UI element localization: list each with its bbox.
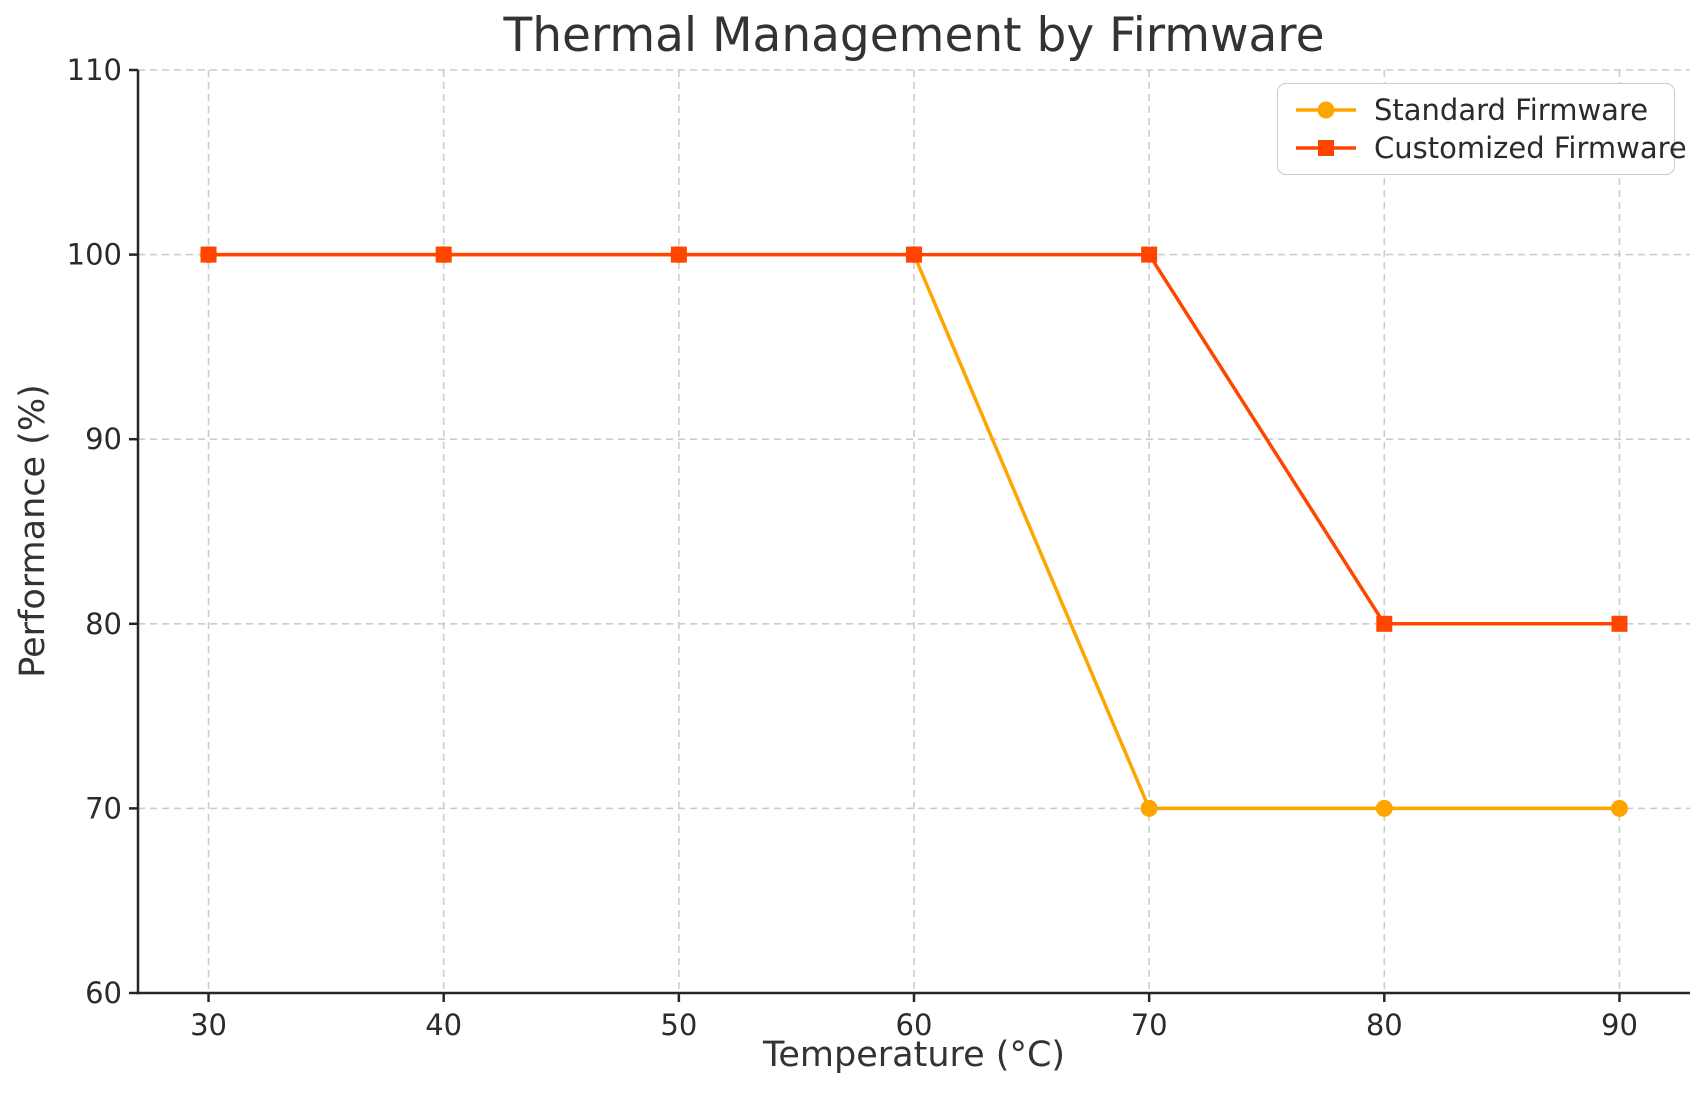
- svg-text:70: 70: [1131, 1008, 1168, 1042]
- svg-text:100: 100: [67, 238, 122, 272]
- tick-marks: [129, 68, 1621, 1002]
- legend-label: Standard Firmware: [1374, 92, 1649, 127]
- svg-text:50: 50: [660, 1008, 697, 1042]
- x-tick-labels: 30 40 50 60 70 80 90: [190, 1008, 1638, 1042]
- svg-text:40: 40: [425, 1008, 462, 1042]
- x-axis-label: Temperature (°C): [762, 1035, 1066, 1075]
- svg-text:110: 110: [67, 53, 122, 87]
- legend: Standard Firmware Customized Firmware: [1277, 83, 1687, 175]
- chart-title: Thermal Management by Firmware: [503, 8, 1325, 63]
- svg-text:60: 60: [896, 1008, 933, 1042]
- legend-label: Customized Firmware: [1374, 131, 1687, 166]
- series-markers-1: [200, 246, 1628, 632]
- legend-line-circle-icon: [1296, 101, 1356, 119]
- svg-text:60: 60: [85, 976, 122, 1010]
- y-tick-labels: 60 70 80 90 100 110: [67, 53, 122, 1010]
- svg-text:80: 80: [85, 607, 122, 641]
- legend-item-customized-firmware: Customized Firmware: [1294, 131, 1687, 165]
- y-axis-label: Performance (%): [13, 384, 53, 678]
- svg-text:80: 80: [1366, 1008, 1403, 1042]
- svg-text:30: 30: [190, 1008, 227, 1042]
- svg-text:90: 90: [1601, 1008, 1638, 1042]
- legend-line-square-icon: [1296, 140, 1356, 157]
- svg-text:70: 70: [85, 791, 122, 825]
- svg-text:90: 90: [85, 422, 122, 456]
- legend-item-standard-firmware: Standard Firmware: [1294, 93, 1658, 127]
- gridlines: [138, 69, 1690, 994]
